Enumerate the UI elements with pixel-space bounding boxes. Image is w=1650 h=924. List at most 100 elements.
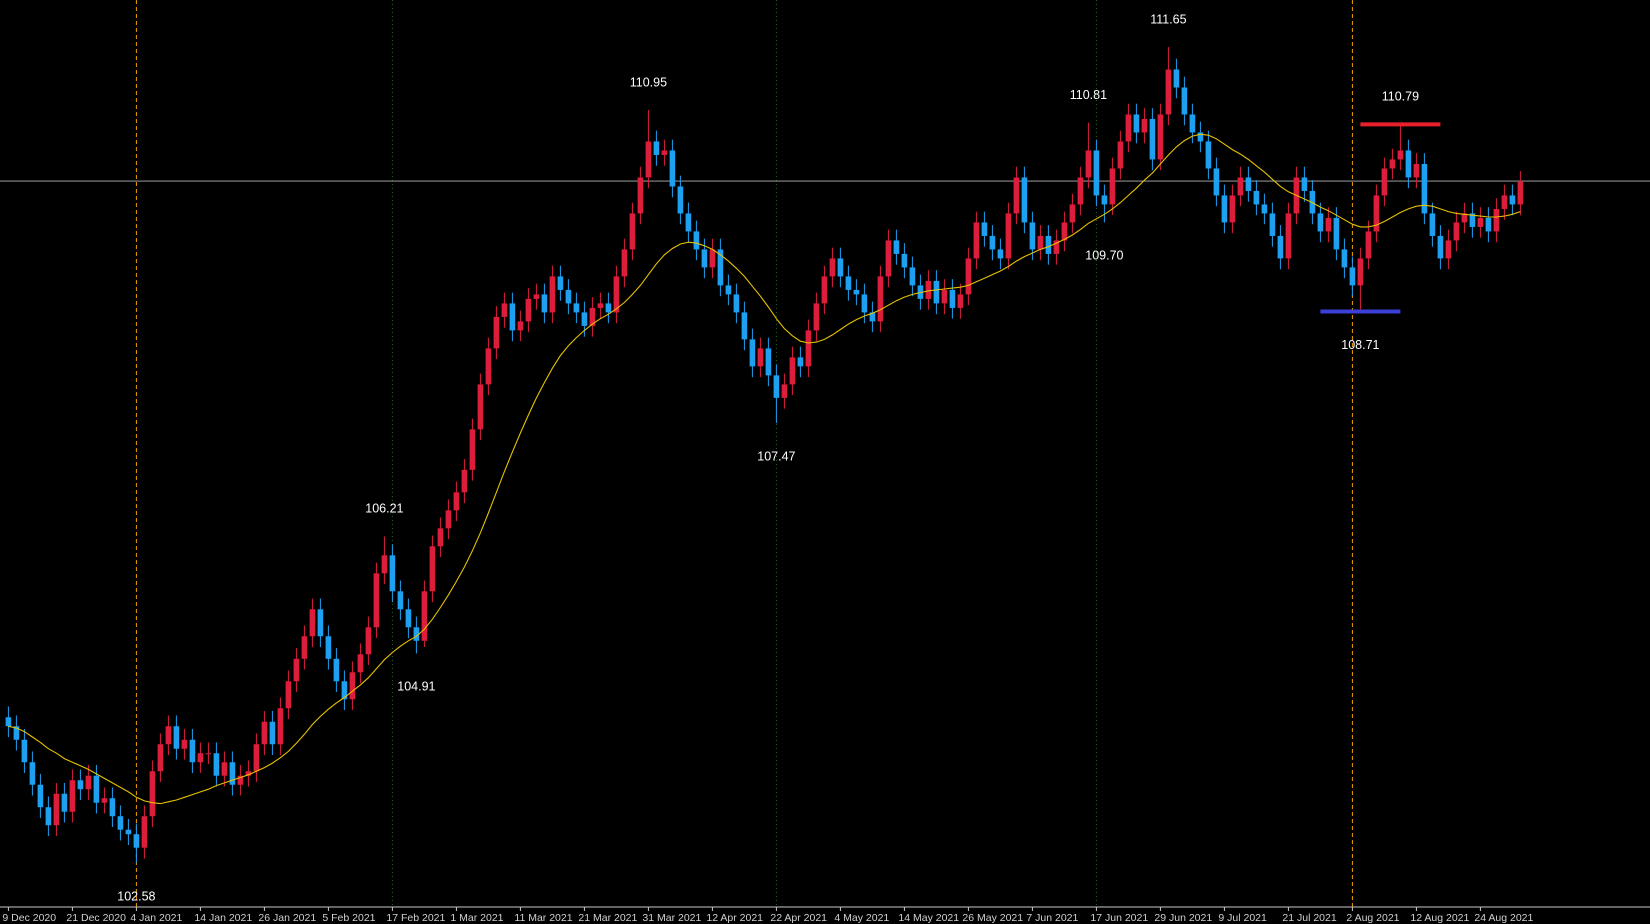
candle-body <box>1037 235 1044 250</box>
candle-body <box>357 654 364 673</box>
x-tick-label: 26 Jan 2021 <box>258 912 316 924</box>
candle-body <box>1245 177 1252 191</box>
high-label: 110.95 <box>630 75 667 89</box>
candle-body <box>461 469 468 493</box>
candle-body <box>901 253 908 268</box>
candle-body <box>517 321 524 331</box>
candle-body <box>997 249 1004 259</box>
candle-body <box>781 384 788 398</box>
x-tick-label: 24 Aug 2021 <box>1474 912 1533 924</box>
candle-body <box>1413 163 1420 178</box>
candle-body <box>1405 150 1412 178</box>
candle-body <box>1157 114 1164 160</box>
candle-body <box>693 231 700 250</box>
candle-body <box>1357 258 1364 286</box>
x-tick-label: 21 Jul 2021 <box>1282 912 1336 924</box>
candle-body <box>805 330 812 367</box>
x-tick-label: 31 Mar 2021 <box>642 912 701 924</box>
candle-body <box>909 267 916 286</box>
x-tick-label: 2 Aug 2021 <box>1346 912 1399 924</box>
candle-body <box>1501 195 1508 209</box>
candle-body <box>637 177 644 214</box>
candle-body <box>885 240 892 277</box>
high-label: 110.81 <box>1070 88 1107 102</box>
x-tick-label: 17 Feb 2021 <box>386 912 445 924</box>
candle-body <box>717 249 724 286</box>
candle-body <box>245 771 252 776</box>
candle-body <box>341 681 348 700</box>
candle-body <box>733 294 740 313</box>
candle-body <box>5 717 12 727</box>
candle-body <box>429 546 436 592</box>
candle-body <box>1445 240 1452 259</box>
candle-body <box>1005 213 1012 259</box>
candle-body <box>1253 190 1260 205</box>
candle-body <box>845 276 852 290</box>
candle-body <box>405 609 412 628</box>
candle-body <box>1221 195 1228 223</box>
x-tick-label: 21 Mar 2021 <box>578 912 637 924</box>
candle-body <box>485 348 492 385</box>
candle-body <box>1021 177 1028 223</box>
candle-body <box>1117 141 1124 169</box>
candle-body <box>597 303 604 308</box>
candle-body <box>317 609 324 637</box>
candle-body <box>629 213 636 250</box>
candle-body <box>1365 231 1372 259</box>
candle-body <box>349 672 356 700</box>
x-tick-label: 17 Jun 2021 <box>1090 912 1148 924</box>
low-label: 107.47 <box>757 449 795 463</box>
candle-body <box>957 294 964 308</box>
candle-body <box>1069 204 1076 223</box>
x-tick-label: 5 Feb 2021 <box>322 912 375 924</box>
candle-body <box>773 375 780 398</box>
candle-body <box>749 339 756 367</box>
candle-body <box>613 276 620 313</box>
candle-body <box>1149 118 1156 160</box>
candle-body <box>213 753 220 776</box>
candle-body <box>1453 222 1460 241</box>
candle-body <box>253 744 260 772</box>
candle-body <box>1085 150 1092 178</box>
candle-body <box>1093 150 1100 196</box>
candle-body <box>741 312 748 340</box>
candle-body <box>1485 217 1492 232</box>
candle-body <box>205 753 212 755</box>
x-tick-label: 9 Jul 2021 <box>1218 912 1267 924</box>
candle-body <box>1101 195 1108 205</box>
candle-body <box>645 141 652 178</box>
candle-body <box>141 816 148 848</box>
candle-body <box>565 289 572 304</box>
candle-body <box>1285 213 1292 259</box>
candle-body <box>821 276 828 304</box>
candle-body <box>93 775 100 803</box>
candle-body <box>965 258 972 295</box>
x-tick-label: 9 Dec 2020 <box>2 912 56 924</box>
candle-body <box>173 726 180 749</box>
candle-body <box>1277 235 1284 259</box>
candle-body <box>1373 195 1380 232</box>
candle-body <box>1389 159 1396 169</box>
candle-body <box>493 316 500 349</box>
high-label: 111.65 <box>1150 12 1186 26</box>
candle-body <box>101 798 108 803</box>
candle-body <box>381 555 388 574</box>
candle-body <box>893 240 900 254</box>
candle-body <box>1261 204 1268 214</box>
candle-body <box>605 303 612 313</box>
candle-body <box>701 249 708 268</box>
candle-body <box>477 384 484 430</box>
candle-body <box>229 762 236 785</box>
candle-body <box>301 636 308 659</box>
candle-body <box>29 762 36 785</box>
x-tick-label: 1 Mar 2021 <box>450 912 503 924</box>
candle-body <box>1205 141 1212 169</box>
candle-body <box>389 555 396 592</box>
candle-body <box>1317 213 1324 232</box>
candle-body <box>869 312 876 322</box>
candle-body <box>1341 249 1348 268</box>
candle-body <box>1301 177 1308 191</box>
candle-body <box>1229 195 1236 223</box>
